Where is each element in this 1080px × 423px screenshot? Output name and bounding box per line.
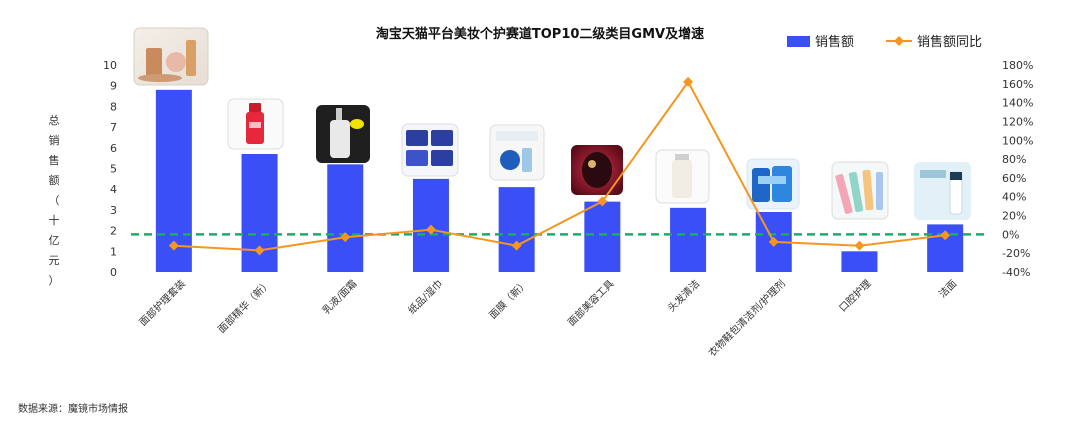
right-tick-label: 60% <box>1002 172 1026 185</box>
left-tick-label: 10 <box>103 59 117 72</box>
ylabel-char: （ <box>49 194 60 207</box>
ylabel-char: 额 <box>49 174 60 187</box>
line-point <box>597 196 608 207</box>
bar <box>841 251 878 272</box>
bar <box>498 187 535 272</box>
category-axis-labels: 面部护理套装 面部精华（新） 乳液/面霜 纸品/湿巾 面膜（新） 面部美容工具 头发清洁 衣物… <box>136 277 959 359</box>
right-tick-label: 120% <box>1002 115 1033 128</box>
ylabel-char: 十 <box>49 213 60 227</box>
left-tick-label: 8 <box>110 100 117 113</box>
product-image-serum <box>227 98 284 150</box>
legend-swatch-yoy-marker <box>894 36 904 46</box>
left-tick-label: 4 <box>110 183 117 196</box>
line-point <box>340 232 351 243</box>
right-tick-label: -40% <box>1002 266 1030 279</box>
bar <box>670 207 707 272</box>
data-source-note: 数据来源：魔镜市场情报 <box>18 402 128 415</box>
right-tick-label: 140% <box>1002 97 1033 110</box>
left-tick-label: 3 <box>110 204 117 217</box>
category-label: 头发清洁 <box>665 277 702 314</box>
right-tick-label: 80% <box>1002 153 1026 166</box>
product-image-mask <box>489 124 545 181</box>
left-tick-label: 2 <box>110 225 117 238</box>
line-point <box>854 240 865 251</box>
right-tick-label: 0% <box>1002 228 1019 241</box>
right-tick-label: 160% <box>1002 78 1033 91</box>
left-tick-label: 7 <box>110 121 117 134</box>
left-tick-label: 0 <box>110 266 117 279</box>
product-image-detergent <box>746 158 800 210</box>
ylabel-char: 总 <box>49 113 60 127</box>
right-tick-label: 180% <box>1002 59 1033 72</box>
line-point <box>425 224 436 235</box>
line-point <box>254 245 265 256</box>
left-tick-label: 6 <box>110 142 117 155</box>
ylabel-char: 销 <box>49 133 60 147</box>
bar <box>584 201 621 272</box>
ylabel-char: ） <box>49 274 60 287</box>
category-label: 面部美容工具 <box>565 277 617 329</box>
category-label: 面部精华（新） <box>215 277 274 336</box>
category-label: 衣物鞋包清洁剂/护理剂 <box>706 277 788 359</box>
line-series-yoy-markers <box>168 76 951 256</box>
line-series-yoy <box>173 80 946 252</box>
line-point <box>940 230 951 241</box>
category-label: 乳液/面霜 <box>320 277 360 317</box>
legend-swatch-sales <box>787 36 810 47</box>
category-label: 面膜（新） <box>486 277 531 322</box>
left-tick-label: 5 <box>110 163 117 176</box>
category-label: 面部护理套装 <box>136 277 188 329</box>
category-label: 纸品/湿巾 <box>405 277 445 317</box>
ylabel-char: 元 <box>49 254 60 267</box>
product-image-skincare-set <box>133 27 209 86</box>
left-tick-label: 9 <box>110 80 117 93</box>
legend-label-yoy: 销售额同比 <box>917 34 982 50</box>
line-point <box>511 240 522 251</box>
line-point <box>683 76 694 87</box>
product-image-oral-care <box>831 161 889 220</box>
left-axis-ticks: 0 1 2 3 4 5 6 7 8 9 10 <box>103 59 117 279</box>
line-point <box>768 236 779 247</box>
left-tick-label: 1 <box>110 245 117 258</box>
ylabel-char: 售 <box>49 153 60 167</box>
product-image-shampoo <box>655 149 710 204</box>
right-tick-label: 20% <box>1002 210 1026 223</box>
product-thumbnails <box>133 27 971 220</box>
bar <box>327 164 364 272</box>
legend: 销售额 销售额同比 <box>787 34 982 50</box>
right-axis-ticks: -40% -20% 0% 20% 40% 60% 80% 100% 120% 140% 160% 18… <box>1002 59 1033 279</box>
product-image-beauty-device <box>571 145 623 195</box>
right-tick-label: -20% <box>1002 247 1030 260</box>
chart-title: 淘宝天猫平台美妆个护赛道TOP10二级类目GMV及增速 <box>376 26 704 42</box>
product-image-tissue <box>401 123 459 177</box>
right-tick-label: 40% <box>1002 191 1026 204</box>
product-image-cleanser <box>914 162 971 220</box>
legend-label-sales: 销售额 <box>815 34 854 50</box>
line-point <box>168 240 179 251</box>
left-axis-label: 总 销 售 额 （ 十 亿 元 ） <box>49 113 60 287</box>
product-image-lotion <box>316 105 370 163</box>
category-label: 洁面 <box>936 277 959 300</box>
right-tick-label: 100% <box>1002 134 1033 147</box>
category-label: 口腔护理 <box>836 277 873 314</box>
ylabel-char: 亿 <box>49 234 60 247</box>
